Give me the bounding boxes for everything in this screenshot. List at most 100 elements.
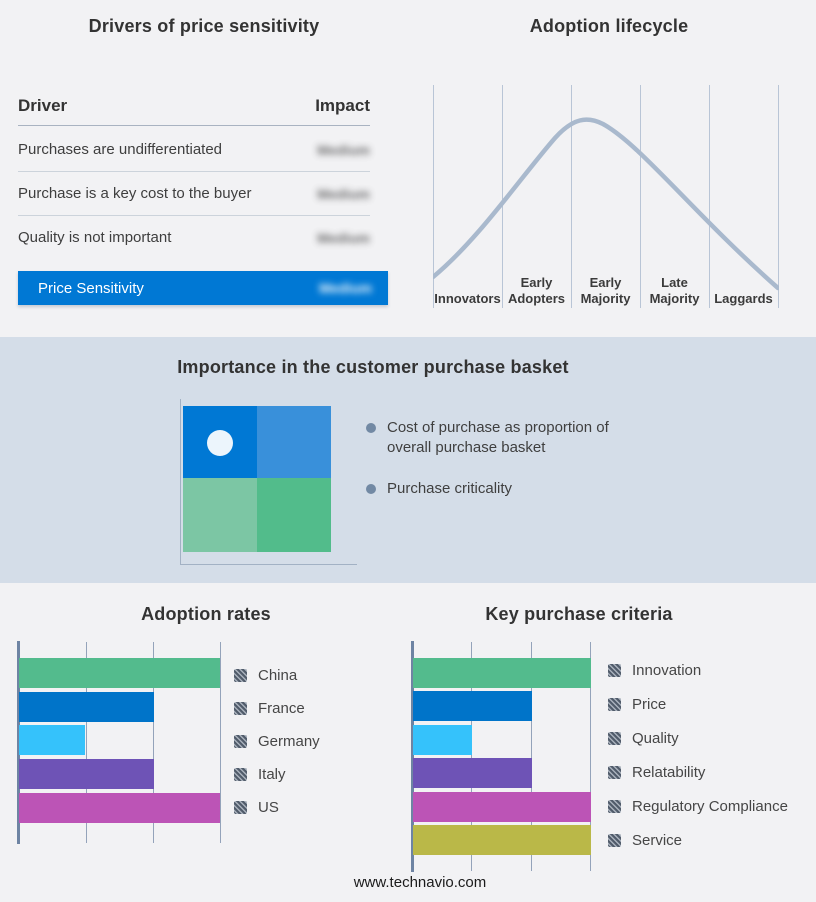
legend-item: China	[234, 666, 320, 684]
position-marker-dot	[207, 430, 233, 456]
price-sensitivity-label: Price Sensitivity	[38, 279, 144, 297]
legend-hatch-swatch	[608, 765, 621, 779]
bullet-text: Cost of purchase as proportion of overal…	[387, 419, 609, 456]
gridline	[153, 642, 154, 843]
bar-quality	[413, 725, 472, 755]
impact-value: Medium	[317, 141, 370, 158]
legend-label: Relatability	[632, 763, 706, 781]
legend-label: Regulatory Compliance	[632, 797, 788, 815]
legend-label: China	[258, 666, 298, 684]
bar-italy	[19, 759, 154, 789]
adoption-rates-title: Adoption rates	[141, 604, 271, 624]
bullet-text: Purchase criticality	[387, 480, 513, 497]
legend-item: Italy	[234, 765, 320, 783]
legend-label: Italy	[258, 765, 286, 783]
quadrant-cell-top-left	[183, 406, 257, 478]
bullet-item: Cost of purchase as proportion of overal…	[366, 418, 634, 458]
legend-item: Innovation	[608, 661, 788, 679]
bar-germany	[19, 725, 85, 755]
legend-item: Quality	[608, 729, 788, 747]
legend-item: Relatability	[608, 763, 788, 781]
bar-price	[413, 691, 532, 721]
bar-innovation	[413, 658, 591, 688]
driver-table-rows: Purchases are undifferentiated Medium Purc…	[18, 128, 370, 259]
adoption-rates-legend: China France Germany Italy US	[234, 666, 320, 816]
legend-label: Germany	[258, 732, 320, 750]
stage-labels: Innovators Early Adopters Early Majority La…	[433, 250, 778, 307]
quadrant-cell-bottom-left	[183, 478, 257, 552]
key-criteria-title: Key purchase criteria	[485, 604, 673, 624]
quadrant-x-axis	[180, 564, 357, 565]
bar-china	[19, 658, 220, 688]
driver-label: Purchases are undifferentiated	[18, 141, 223, 158]
gridline	[220, 642, 221, 843]
legend-item: Regulatory Compliance	[608, 797, 788, 815]
legend-label: Quality	[632, 729, 679, 747]
adoption-rates-plot	[17, 641, 221, 844]
key-criteria-axis	[411, 641, 414, 872]
stage-label: Innovators	[434, 291, 501, 306]
quadrant-cell-top-right	[257, 406, 331, 478]
impact-column-header: Impact	[315, 96, 370, 115]
bullet-icon	[366, 484, 376, 494]
quadrant-cell-bottom-right	[257, 478, 331, 552]
legend-label: France	[258, 699, 305, 717]
impact-value: Medium	[317, 185, 370, 202]
legend-item: Price	[608, 695, 788, 713]
driver-row: Purchase is a key cost to the buyer Mediu…	[18, 172, 370, 216]
driver-row: Purchases are undifferentiated Medium	[18, 128, 370, 172]
basket-panel-title: Importance in the customer purchase bask…	[177, 357, 569, 377]
legend-hatch-swatch	[608, 697, 621, 711]
gridline	[86, 642, 87, 843]
driver-row: Quality is not important Medium	[18, 216, 370, 259]
key-criteria-legend: Innovation Price Quality Relatability Regula…	[608, 661, 788, 849]
bullet-icon	[366, 423, 376, 433]
legend-hatch-swatch	[608, 731, 621, 745]
lifecycle-panel-title: Adoption lifecycle	[529, 16, 689, 36]
legend-item: Germany	[234, 732, 320, 750]
stage-label: Early Majority	[580, 275, 631, 306]
stage-label: Laggards	[714, 291, 773, 306]
bar-relatability	[413, 758, 532, 788]
legend-item: Service	[608, 831, 788, 849]
driver-label: Purchase is a key cost to the buyer	[18, 185, 252, 202]
quadrant-y-axis	[180, 399, 181, 565]
adoption-rates-axis	[17, 641, 20, 844]
impact-value: Medium	[317, 229, 370, 246]
gridline	[531, 642, 532, 871]
legend-label: Price	[632, 695, 667, 713]
legend-hatch-swatch	[608, 833, 621, 847]
adoption-lifecycle-chart	[433, 85, 779, 308]
basket-bullets: Cost of purchase as proportion of overal…	[366, 418, 634, 499]
bell-curve	[433, 117, 779, 291]
legend-hatch-swatch	[608, 663, 621, 677]
drivers-panel-title: Drivers of price sensitivity	[88, 16, 320, 36]
price-sensitivity-row: Price Sensitivity Medium	[18, 271, 388, 305]
driver-table-header: Driver Impact	[18, 96, 370, 126]
legend-hatch-swatch	[234, 734, 247, 748]
price-sensitivity-impact-value: Medium	[319, 280, 372, 296]
legend-label: US	[258, 798, 279, 816]
legend-hatch-swatch	[234, 701, 247, 715]
bar-france	[19, 692, 154, 722]
stage-label: Early Adopters	[507, 275, 566, 306]
gridline	[471, 642, 472, 871]
website-link[interactable]: www.technavio.com	[353, 874, 487, 891]
key-criteria-plot	[411, 641, 591, 872]
gridline	[590, 642, 591, 871]
legend-label: Innovation	[632, 661, 702, 679]
legend-item: France	[234, 699, 320, 717]
driver-label: Quality is not important	[18, 229, 172, 246]
legend-label: Service	[632, 831, 683, 849]
bar-us	[19, 793, 220, 823]
bar-service	[413, 825, 591, 855]
legend-hatch-swatch	[234, 668, 247, 682]
driver-column-header: Driver	[18, 96, 68, 115]
bar-regulatory-compliance	[413, 792, 591, 822]
purchase-basket-band: Importance in the customer purchase bask…	[0, 337, 816, 583]
legend-hatch-swatch	[234, 800, 247, 814]
purchase-basket-quadrant	[183, 406, 331, 552]
legend-hatch-swatch	[608, 799, 621, 813]
legend-hatch-swatch	[234, 767, 247, 781]
